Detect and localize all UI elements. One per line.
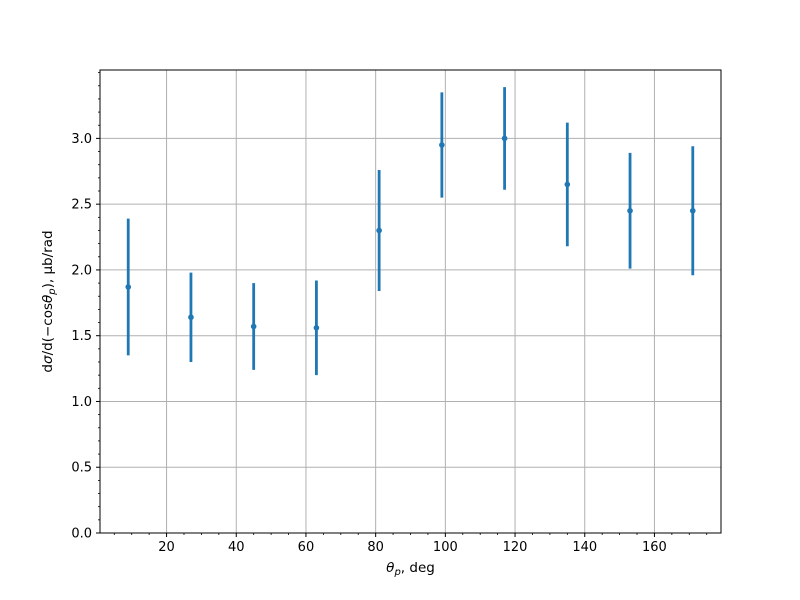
data-point <box>564 181 571 188</box>
x-tick-label: 60 <box>298 540 315 555</box>
data-point <box>376 227 382 234</box>
grid-lines <box>100 70 721 534</box>
x-tick-label: 100 <box>433 540 458 555</box>
data-point <box>501 135 508 142</box>
x-tick-label: 160 <box>642 540 667 555</box>
x-tick-label: 20 <box>158 540 175 555</box>
y-tick-label: 1.0 <box>71 395 92 410</box>
y-tick-label: 0.0 <box>71 527 92 542</box>
y-axis-label: dσ/d(−cosθp), μb/rad <box>40 230 58 372</box>
data-point <box>689 207 696 214</box>
data-point <box>313 325 320 331</box>
y-tick-label: 3.0 <box>71 132 92 147</box>
data-point <box>250 323 257 330</box>
y-tick-label: 2.5 <box>71 198 92 213</box>
y-tick-label: 1.5 <box>71 329 92 344</box>
data-point <box>627 207 633 214</box>
tick-labels: 20 40 60 80 100 120 140 160 0.0 0.5 1.0 1.5 2.0 2.5 3.… <box>71 132 667 555</box>
y-tick-label: 2.0 <box>71 263 92 278</box>
x-tick-label: 140 <box>572 540 597 555</box>
x-axis-label: θp, deg <box>386 560 435 578</box>
x-tick-label: 120 <box>503 540 528 555</box>
data-series <box>125 87 696 376</box>
x-tick-label: 40 <box>228 540 245 555</box>
axes-spines <box>99 69 722 534</box>
data-point <box>188 314 194 321</box>
data-point <box>125 284 132 290</box>
y-tick-label: 0.5 <box>71 461 92 476</box>
data-point <box>439 142 445 148</box>
x-tick-label: 80 <box>367 540 384 555</box>
